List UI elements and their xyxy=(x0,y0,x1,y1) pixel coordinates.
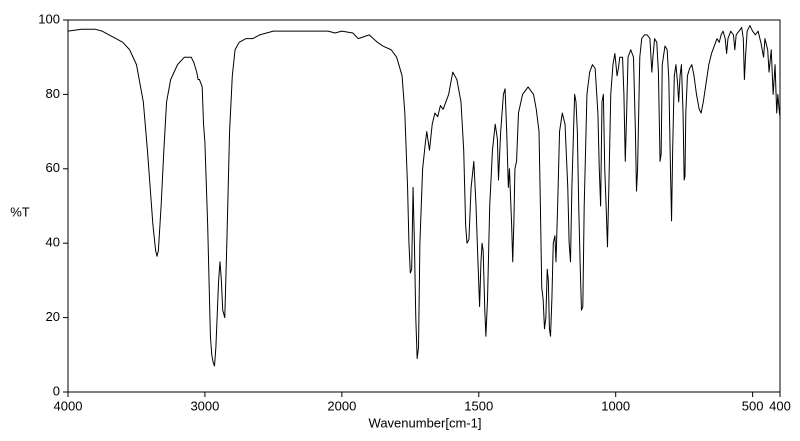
x-tick-label: 4000 xyxy=(54,398,83,413)
x-tick-label: 500 xyxy=(742,398,764,413)
x-axis-label: Wavenumber[cm-1] xyxy=(369,415,482,430)
y-tick-label: 0 xyxy=(53,383,60,398)
y-tick-label: 100 xyxy=(38,11,60,26)
x-tick-label: 3000 xyxy=(190,398,219,413)
x-tick-label: 400 xyxy=(769,398,791,413)
y-tick-label: 40 xyxy=(46,235,60,250)
x-tick-label: 1500 xyxy=(464,398,493,413)
x-tick-label: 1000 xyxy=(601,398,630,413)
y-tick-label: 20 xyxy=(46,309,60,324)
y-tick-label: 60 xyxy=(46,160,60,175)
plot-frame xyxy=(67,19,781,393)
y-axis-label: %T xyxy=(10,204,30,219)
y-tick-label: 80 xyxy=(46,86,60,101)
spectrum-line xyxy=(67,25,781,367)
x-tick-label: 2000 xyxy=(327,398,356,413)
